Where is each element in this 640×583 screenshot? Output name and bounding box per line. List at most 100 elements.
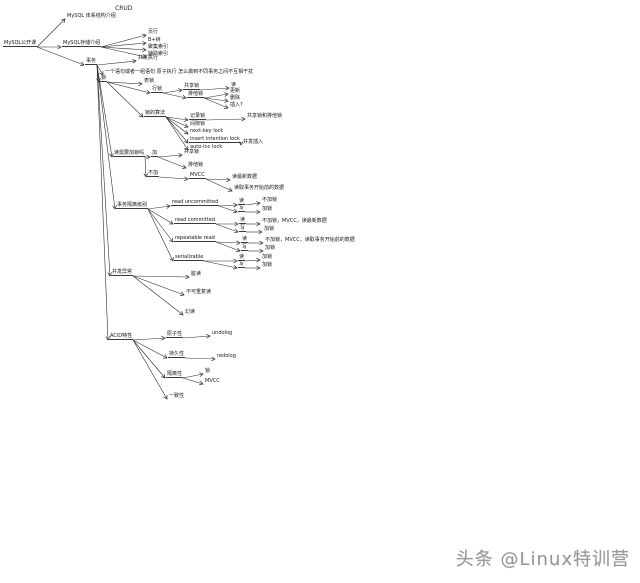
node-ru_wt: 加锁	[262, 206, 273, 212]
node-concins: 并发插入	[243, 139, 264, 145]
edge-ser-ser_w	[203, 260, 238, 270]
edge-isol-lockleaf	[182, 372, 204, 379]
node-ru: read uncommitted	[171, 199, 220, 206]
edge-mvcc-mv1	[205, 177, 231, 183]
edge-reclock-recnote	[205, 116, 246, 122]
edge-dur-redo	[184, 356, 216, 362]
edge-lock-rlock	[106, 81, 151, 95]
node-s1: 页行	[148, 29, 159, 35]
edge-rc-rc_w	[215, 223, 239, 234]
node-root: MySQL公开课	[3, 40, 38, 47]
edge-rr-rr_r	[215, 240, 241, 246]
edge-tx-c1	[96, 59, 137, 66]
edge-acid-cons	[132, 339, 168, 400]
node-rc_wt: 加锁	[264, 226, 275, 232]
edge-atom-undo	[182, 333, 211, 339]
node-rr: repeatable read	[174, 235, 216, 242]
node-gaplock: 间隙锁	[190, 121, 206, 127]
edge-tx-iso	[96, 64, 117, 210]
edge-ru_r-ru_rt	[244, 201, 261, 206]
edge-ser_r-ser_rt	[244, 257, 261, 263]
node-rr_r: 读	[241, 236, 249, 243]
node-rnoadd: 不加	[147, 170, 160, 177]
node-xdel: 删除	[230, 95, 241, 101]
node-autoinc: auto-inc lock	[190, 144, 223, 150]
edge-xlock-xdel	[203, 97, 229, 103]
node-anomaly: 并发异常	[111, 269, 134, 276]
node-tx: 事务	[85, 58, 98, 65]
edge-storage-s3	[100, 46, 147, 53]
node-isol: 隔离性	[166, 371, 184, 378]
node-tlock: 表锁	[144, 78, 155, 84]
edge-lock-lockalg	[106, 81, 144, 118]
node-crud: CRUD	[115, 5, 133, 12]
edge-iso-rr	[147, 208, 174, 243]
node-lockalg: 锁的算法	[144, 110, 167, 117]
node-mv2: 读取事务开始前的数据	[234, 185, 285, 191]
edge-anomaly-phantom	[132, 275, 184, 316]
edge-acid-atom	[132, 335, 166, 341]
edge-rlock-xlock	[162, 92, 187, 100]
edge-tx-acid	[96, 64, 111, 341]
node-ru_rt: 不加锁	[262, 197, 278, 203]
edge-root-tx	[36, 46, 85, 66]
edge-radd-xlock2	[157, 156, 187, 169]
node-mvcc: MVCC	[189, 172, 206, 179]
node-rr_wt: 加锁	[265, 245, 276, 251]
node-storage: MySQL存储介绍	[62, 40, 102, 47]
edge-iso-rc	[147, 208, 174, 225]
edge-storage-s2	[100, 40, 147, 48]
edge-rlock-slock	[162, 88, 183, 94]
node-radd: 加	[151, 150, 159, 157]
node-mv1: 读最新数据	[232, 174, 258, 180]
edge-anomaly-nonrep	[132, 275, 185, 296]
edge-slock-sread	[199, 85, 230, 91]
edge-xlock-xins	[203, 97, 229, 109]
node-acid: ACID特性	[109, 333, 134, 340]
node-cons: 一致性	[169, 393, 185, 399]
edge-isol-mvcc2	[182, 377, 204, 386]
node-xupd: 更新	[230, 88, 241, 94]
node-dur: 持久性	[168, 351, 186, 358]
edge-xlock-xupd	[203, 92, 229, 99]
edge-lockalg-nextkey	[165, 116, 189, 135]
node-lock: 锁	[100, 75, 108, 82]
edge-acid-isol	[132, 339, 166, 379]
edge-lockalg-autoinc	[165, 116, 189, 151]
edge-lockalg-insint	[165, 116, 189, 144]
node-s4: 辅助索引	[148, 51, 169, 57]
node-rc_rt: 不加锁，MVCC，读最新数据	[262, 218, 327, 224]
node-rr_rt: 不加锁，MVCC，读取事务开始前的数据	[265, 237, 355, 243]
node-xlock: 排他锁	[187, 91, 205, 98]
edge-lock-tlock	[106, 81, 143, 87]
node-reclock: 记录锁	[189, 113, 207, 120]
node-s2: B+树	[148, 37, 161, 43]
node-insint: insert intention lock	[189, 136, 241, 143]
node-s3: 聚集索引	[148, 44, 169, 50]
edge-tx-c2	[96, 64, 104, 76]
edge-root-arch	[36, 18, 66, 48]
edge-anomaly-dirty	[132, 274, 190, 280]
edge-radd-slock2	[157, 152, 183, 158]
node-c1: 并发执行	[138, 55, 159, 61]
node-lockleaf: 锁	[205, 368, 211, 374]
node-nonrep: 不可重复读	[186, 289, 212, 295]
edge-lockalg-gaplock	[165, 116, 189, 128]
edge-storage-s1	[100, 33, 147, 48]
node-ser_w: 写	[238, 261, 246, 268]
node-rr_w: 写	[241, 244, 249, 251]
node-rc: read committed	[174, 217, 216, 224]
node-rc_r: 读	[239, 217, 247, 224]
node-arch: MySQL 体系结构介绍	[67, 13, 116, 19]
node-atom: 原子性	[166, 331, 184, 338]
edge-iso-ru	[147, 204, 171, 210]
edge-iso-ser	[147, 208, 174, 262]
edge-lockalg-reclock	[165, 116, 189, 122]
node-ser_r: 读	[238, 254, 246, 261]
node-c2: 一个语句或者一组语句 原子执行 怎么做到不同事务之间不互相干扰	[105, 69, 254, 75]
edge-tx-readq	[96, 64, 114, 158]
node-recnote: 共享锁和排他锁	[247, 113, 283, 119]
